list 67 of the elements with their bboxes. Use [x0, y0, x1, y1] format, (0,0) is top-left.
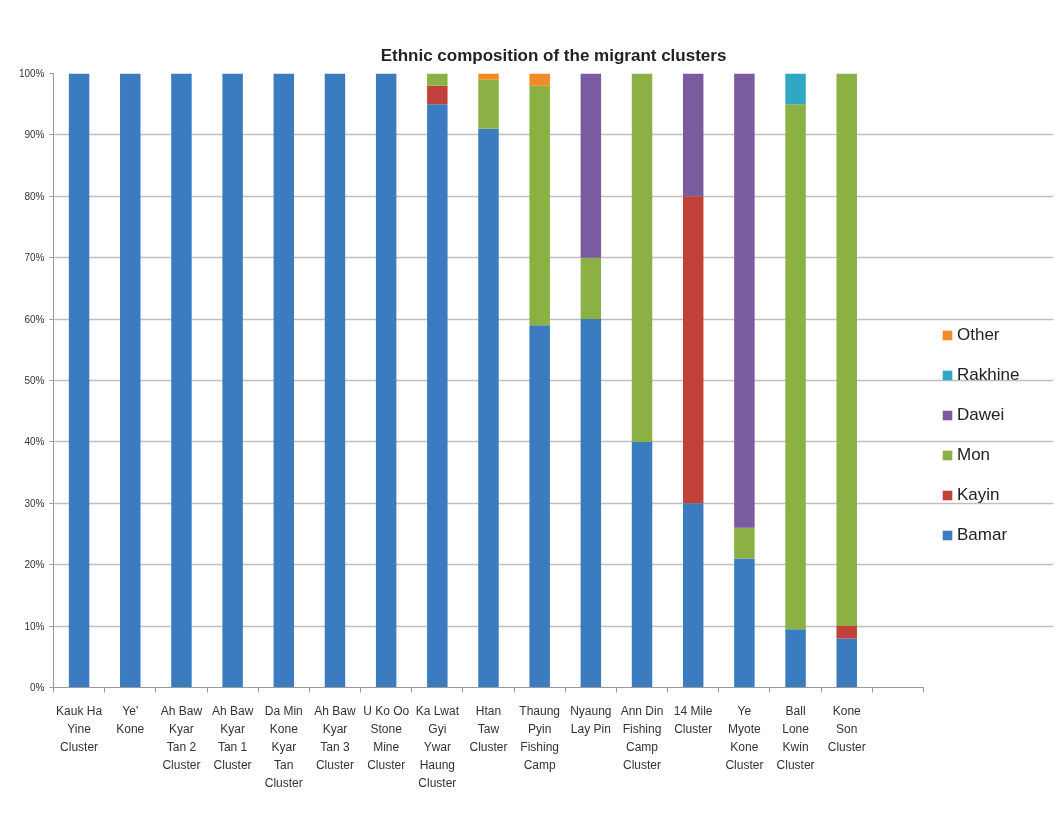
bar: [785, 629, 806, 688]
x-tick-label: U Ko Oo Stone Mine Cluster: [363, 703, 410, 773]
bar: [580, 319, 602, 688]
bar: [734, 558, 755, 688]
y-tick-label: 40%: [24, 436, 45, 448]
x-tick-label: Da Min Kone Kyar Tan Cluster: [264, 703, 303, 791]
bar: [836, 73, 857, 627]
bar: [324, 73, 346, 688]
y-tick-label: 60%: [24, 313, 45, 325]
y-tick-label: 90%: [24, 129, 45, 141]
bar: [631, 73, 653, 442]
bar: [734, 73, 755, 528]
bar: [682, 73, 704, 197]
x-tick-label: Ball Lone Kwin Cluster: [776, 703, 815, 773]
bar: [580, 73, 602, 258]
bar: [427, 85, 448, 105]
y-tick-label: 100%: [18, 68, 45, 79]
bar: [682, 196, 704, 504]
bar: [836, 626, 857, 639]
legend-label: Other: [957, 325, 1000, 345]
bar: [580, 257, 602, 320]
bar: [529, 73, 550, 86]
bar: [529, 325, 550, 688]
bar: [785, 104, 806, 630]
bar: [171, 73, 192, 688]
x-tick-label: Ah Baw Kyar Tan 3 Cluster: [314, 703, 356, 773]
bar: [682, 503, 704, 688]
x-tick-label: Ah Baw Kyar Tan 1 Cluster: [211, 703, 254, 773]
x-tick-label: Nyaung Lay Pin: [570, 703, 612, 736]
bar: [478, 128, 499, 688]
bar: [120, 73, 141, 688]
y-tick-label: 50%: [24, 375, 45, 386]
x-tick-label: Htan Taw Cluster: [469, 703, 508, 754]
x-tick-label: Ye Myote Kone Cluster: [725, 703, 764, 773]
x-tick-label: Ka Lwat Gyi Ywar Haung Cluster: [415, 703, 460, 791]
legend-label: Rakhine: [957, 365, 1020, 385]
bar: [836, 638, 857, 688]
legend-label: Kayin: [957, 485, 1000, 505]
x-tick-label: 14 Mile Cluster: [673, 703, 713, 736]
bar: [478, 79, 499, 129]
y-tick-label: 30%: [24, 497, 45, 509]
bar: [68, 73, 90, 688]
x-tick-label: Thaung Pyin Fishing Camp: [519, 703, 561, 773]
chart-title: Ethnic composition of the migrant clusters: [380, 45, 727, 65]
legend-label: Mon: [957, 445, 991, 465]
bar: [478, 73, 499, 80]
x-tick-label: Ann Din Fishing Camp Cluster: [620, 703, 664, 773]
bar: [222, 73, 243, 688]
bar: [427, 73, 448, 86]
bar: [631, 441, 653, 688]
y-tick-label: 20%: [24, 559, 45, 571]
y-tick-label: 80%: [24, 190, 45, 202]
bar: [785, 73, 806, 105]
y-tick-label: 70%: [24, 252, 45, 264]
legend-label: Dawei: [957, 405, 1005, 425]
bar: [734, 527, 755, 559]
bar: [529, 85, 550, 326]
bar: [273, 73, 295, 688]
x-tick-label: Kone Son Cluster: [827, 703, 866, 754]
bar: [375, 73, 397, 688]
bar: [427, 104, 448, 688]
legend-label: Bamar: [957, 525, 1008, 545]
x-tick-label: Kauk Ha Yine Cluster: [56, 703, 103, 754]
x-tick-label: Ye' Kone: [116, 703, 145, 736]
y-tick-label: 10%: [24, 620, 45, 632]
x-tick-label: Ah Baw Kyar Tan 2 Cluster: [160, 703, 203, 773]
y-tick-label: 0%: [30, 682, 45, 693]
